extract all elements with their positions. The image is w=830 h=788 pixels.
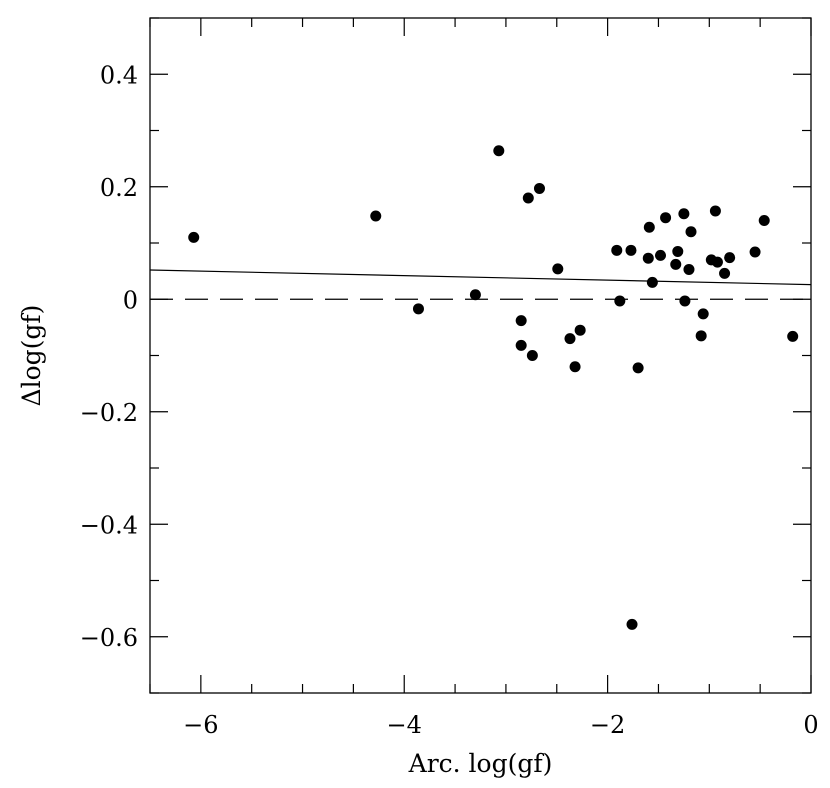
data-point — [412, 303, 424, 315]
y-tick-label: −0.6 — [80, 624, 138, 652]
data-point — [522, 192, 534, 204]
data-point — [758, 215, 770, 226]
data-point — [724, 252, 736, 264]
data-points — [188, 145, 799, 630]
data-point — [564, 333, 576, 345]
data-point — [672, 245, 684, 257]
y-axis-title: Δlog(gf) — [17, 305, 46, 407]
x-tick-label: 0 — [803, 711, 818, 739]
data-point — [749, 246, 761, 258]
data-point — [526, 350, 538, 361]
data-point — [660, 212, 672, 224]
data-point — [552, 263, 564, 275]
data-point — [679, 295, 691, 307]
data-point — [370, 210, 382, 222]
data-point — [625, 244, 637, 256]
data-point — [493, 145, 505, 157]
data-point — [695, 330, 707, 342]
y-tick-label: −0.2 — [80, 399, 138, 427]
y-tick-label: 0.4 — [100, 61, 138, 89]
data-point — [709, 205, 721, 217]
data-point — [654, 249, 666, 261]
x-tick-label: −2 — [590, 711, 625, 739]
data-point — [515, 339, 527, 351]
data-point — [678, 208, 690, 220]
data-point — [569, 361, 581, 373]
fit-line — [149, 269, 812, 286]
data-point — [188, 231, 200, 243]
data-point — [643, 221, 655, 233]
data-point — [697, 308, 709, 320]
y-tick-label: 0.2 — [100, 174, 138, 202]
data-point — [611, 244, 623, 256]
data-point — [711, 256, 723, 268]
data-point — [626, 618, 638, 630]
y-tick-label: −0.4 — [80, 511, 138, 539]
x-tick-label: −6 — [183, 711, 218, 739]
axis-ticks — [149, 17, 812, 694]
x-tick-label: −4 — [387, 711, 422, 739]
data-point — [719, 267, 731, 279]
data-point — [683, 263, 695, 275]
data-point — [787, 330, 799, 342]
data-point — [574, 324, 586, 336]
data-point — [533, 182, 545, 194]
data-point — [670, 258, 682, 270]
x-tick-labels: −6 −4 −2 0 — [183, 711, 818, 739]
y-tick-labels: 0.4 0.2 0 −0.2 −0.4 −0.6 — [80, 61, 138, 652]
data-point — [614, 295, 626, 307]
data-point — [646, 276, 658, 288]
data-point — [685, 226, 697, 238]
data-point — [469, 289, 481, 301]
data-point — [515, 315, 527, 327]
x-axis-title: Arc. log(gf) — [408, 749, 553, 778]
data-point — [642, 252, 654, 264]
fit-line-layer — [149, 269, 812, 286]
data-point — [632, 362, 644, 374]
y-tick-label: 0 — [123, 286, 138, 314]
plot-frame — [149, 17, 812, 694]
